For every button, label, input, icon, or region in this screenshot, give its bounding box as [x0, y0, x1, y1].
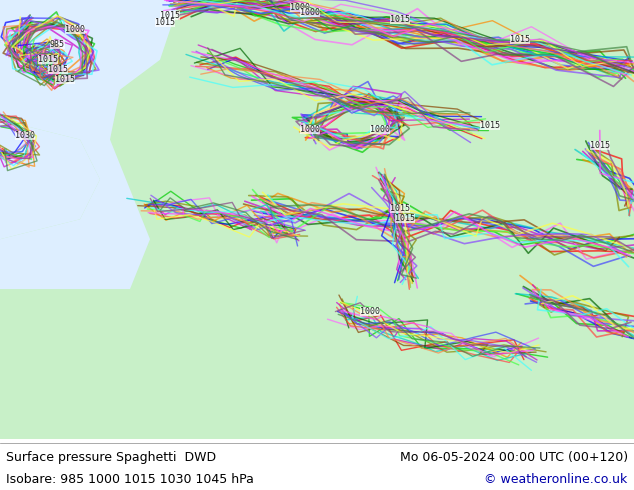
- Text: 1000: 1000: [370, 124, 390, 134]
- Text: 1000: 1000: [360, 307, 380, 316]
- Text: 1015: 1015: [390, 204, 410, 213]
- Text: 1015: 1015: [160, 11, 180, 20]
- Text: Isobare: 985 1000 1015 1030 1045 hPa: Isobare: 985 1000 1015 1030 1045 hPa: [6, 473, 254, 486]
- Text: 1015: 1015: [480, 121, 500, 129]
- Text: 1000: 1000: [65, 25, 85, 34]
- Text: 1015: 1015: [590, 141, 610, 149]
- Text: 1030: 1030: [15, 130, 35, 140]
- Text: Mo 06-05-2024 00:00 UTC (00+120): Mo 06-05-2024 00:00 UTC (00+120): [399, 451, 628, 465]
- Polygon shape: [0, 0, 100, 239]
- Text: 1015: 1015: [395, 214, 415, 223]
- Polygon shape: [0, 0, 180, 289]
- Text: © weatheronline.co.uk: © weatheronline.co.uk: [484, 473, 628, 486]
- Text: 1000: 1000: [300, 8, 320, 17]
- Text: 1015: 1015: [510, 35, 530, 44]
- Text: 985: 985: [50, 40, 65, 49]
- Text: 1015: 1015: [48, 65, 68, 74]
- Text: 1015: 1015: [38, 55, 58, 64]
- Text: 1000: 1000: [290, 3, 310, 12]
- Text: Surface pressure Spaghetti  DWD: Surface pressure Spaghetti DWD: [6, 451, 216, 465]
- Text: 1015: 1015: [155, 18, 175, 27]
- Text: 1015: 1015: [55, 75, 75, 84]
- Text: 1000: 1000: [300, 124, 320, 134]
- Text: 1015: 1015: [390, 15, 410, 24]
